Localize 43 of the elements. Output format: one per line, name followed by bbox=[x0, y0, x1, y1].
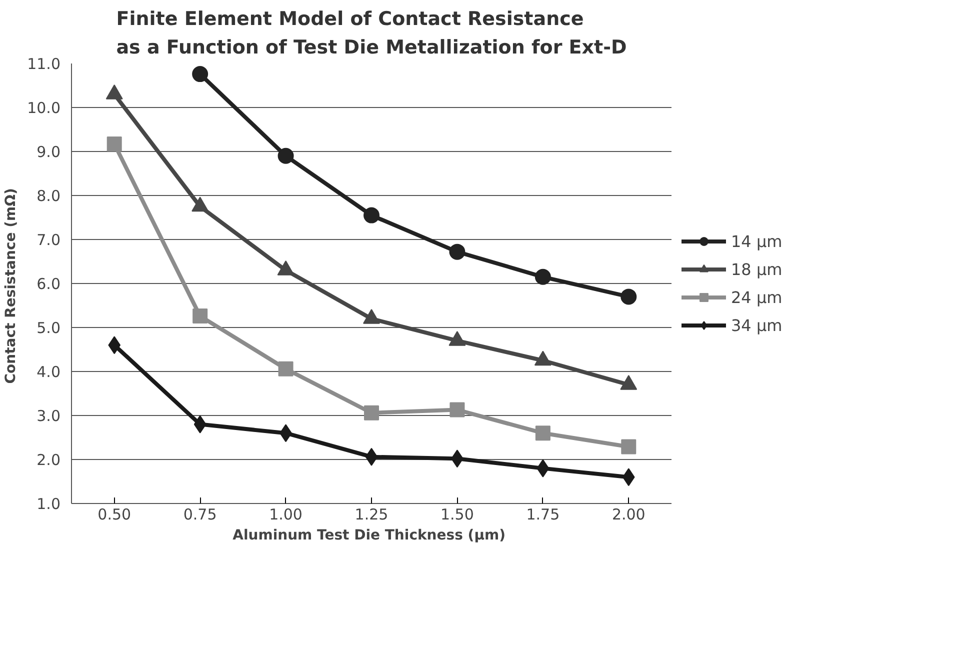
point bbox=[364, 207, 380, 224]
point bbox=[536, 459, 550, 478]
point bbox=[622, 468, 635, 486]
y-tick-label: 1.0 bbox=[36, 495, 61, 513]
y-tick-label: 11.0 bbox=[27, 55, 61, 73]
point bbox=[108, 336, 121, 354]
point bbox=[450, 402, 465, 418]
x-tick-label: 1.50 bbox=[440, 506, 474, 524]
point bbox=[365, 448, 378, 466]
point bbox=[278, 361, 294, 376]
x-tick-label: 1.75 bbox=[526, 506, 560, 524]
point bbox=[620, 288, 637, 305]
point bbox=[192, 308, 208, 324]
x-tick-label: 0.50 bbox=[98, 506, 132, 524]
y-tick-label: 6.0 bbox=[36, 275, 61, 293]
x-axis-title: Aluminum Test Die Thickness (µm) bbox=[232, 528, 506, 544]
point bbox=[535, 426, 550, 441]
point bbox=[278, 148, 294, 164]
y-tick-label: 3.0 bbox=[36, 407, 61, 425]
legend-label: 14 µm bbox=[731, 232, 782, 250]
x-tick-label: 1.00 bbox=[269, 506, 302, 524]
point bbox=[106, 136, 122, 152]
y-tick-label: 7.0 bbox=[36, 231, 61, 249]
y-tick-label: 9.0 bbox=[36, 143, 61, 161]
point bbox=[449, 244, 466, 260]
x-tick-label: 0.75 bbox=[183, 506, 217, 524]
y-tick-label: 8.0 bbox=[36, 187, 61, 205]
y-tick-label: 2.0 bbox=[36, 451, 61, 469]
legend-label: 34 µm bbox=[731, 316, 782, 334]
point bbox=[364, 405, 379, 420]
legend-label: 18 µm bbox=[731, 260, 782, 278]
legend-label: 24 µm bbox=[731, 288, 782, 306]
point bbox=[192, 66, 208, 82]
y-tick-label: 10.0 bbox=[27, 99, 61, 117]
point bbox=[621, 439, 636, 454]
y-axis-title: Contact Resistance (mΩ) bbox=[3, 188, 20, 384]
point bbox=[194, 415, 206, 434]
y-tick-label: 4.0 bbox=[36, 363, 61, 381]
x-tick-label: 2.00 bbox=[612, 506, 646, 524]
y-tick-label: 5.0 bbox=[36, 319, 61, 337]
x-tick-label: 1.25 bbox=[354, 506, 388, 524]
chart-title: Finite Element Model of Contact Resistance as a Function of Test Die Metallization for Ext-D bbox=[116, 8, 627, 58]
point bbox=[534, 268, 551, 285]
